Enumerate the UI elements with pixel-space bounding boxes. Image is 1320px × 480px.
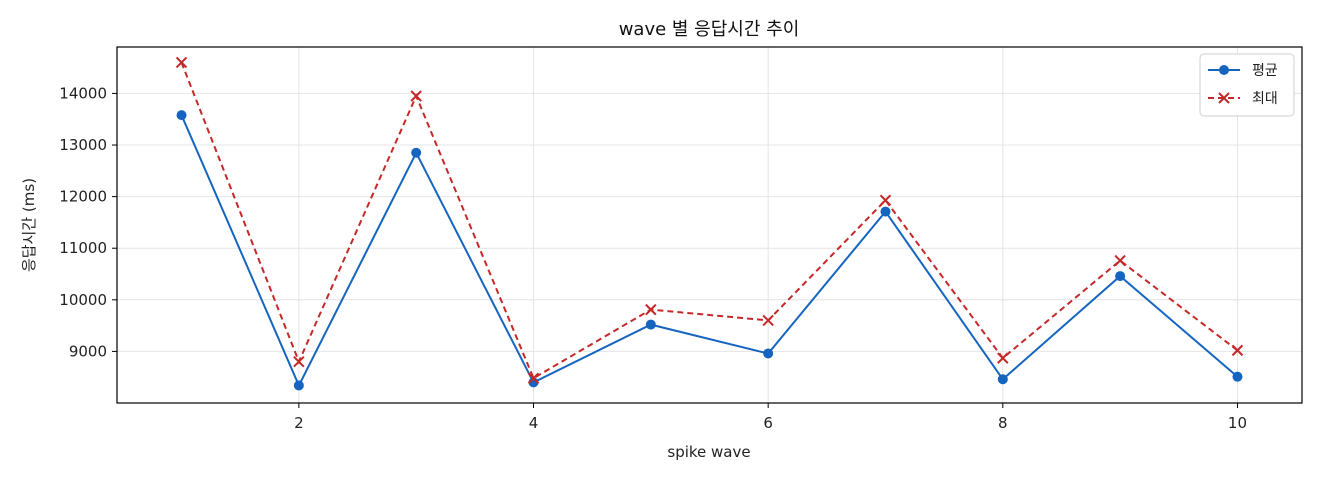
chart-title: wave 별 응답시간 추이 [619,19,800,40]
data-point [1115,271,1126,282]
x-axis-label: spike wave [667,443,750,461]
y-tick-label: 12000 [59,188,107,206]
data-point [763,348,774,359]
series-group [175,56,1244,391]
data-point [997,374,1008,385]
x-ticks: 2 4 6 8 10 [294,403,1247,432]
legend-label-max: 최대 [1252,91,1278,107]
data-point [645,319,656,330]
data-point [997,352,1009,364]
y-axis-label: 응답시간 (ms) [20,178,38,272]
y-tick-label: 13000 [59,136,107,154]
data-point [527,372,540,384]
series-line-0 [180,114,1239,388]
plot-frame [116,46,1303,404]
data-point [1232,371,1243,382]
data-point [175,56,188,69]
y-tick-label: 11000 [59,239,107,257]
x-tick-label: 10 [1228,414,1247,432]
data-point [1231,344,1244,357]
grid [117,47,1302,403]
x-tick-label: 6 [763,414,773,432]
x-tick-label: 4 [529,414,539,432]
y-tick-label: 9000 [69,342,107,360]
data-point [410,90,422,102]
legend-box [1199,53,1295,117]
x-tick-label: 2 [294,414,304,432]
data-point [293,380,304,391]
data-point [176,110,187,121]
data-point [762,314,774,327]
data-point [879,194,892,206]
x-tick-label: 8 [998,414,1008,432]
legend: 평균 최대 [1199,53,1295,117]
data-point [880,206,891,217]
y-ticks: 9000 10000 11000 12000 13000 14000 [59,84,117,360]
series-line-1 [180,62,1239,380]
legend-marker-mean [1219,65,1229,75]
y-tick-label: 10000 [59,291,107,309]
data-point [411,147,422,158]
data-point [1114,254,1126,267]
y-tick-label: 14000 [59,84,107,102]
legend-marker-max [1218,92,1230,104]
data-point [293,356,305,368]
legend-label-mean: 평균 [1252,63,1278,79]
data-point [645,303,657,316]
